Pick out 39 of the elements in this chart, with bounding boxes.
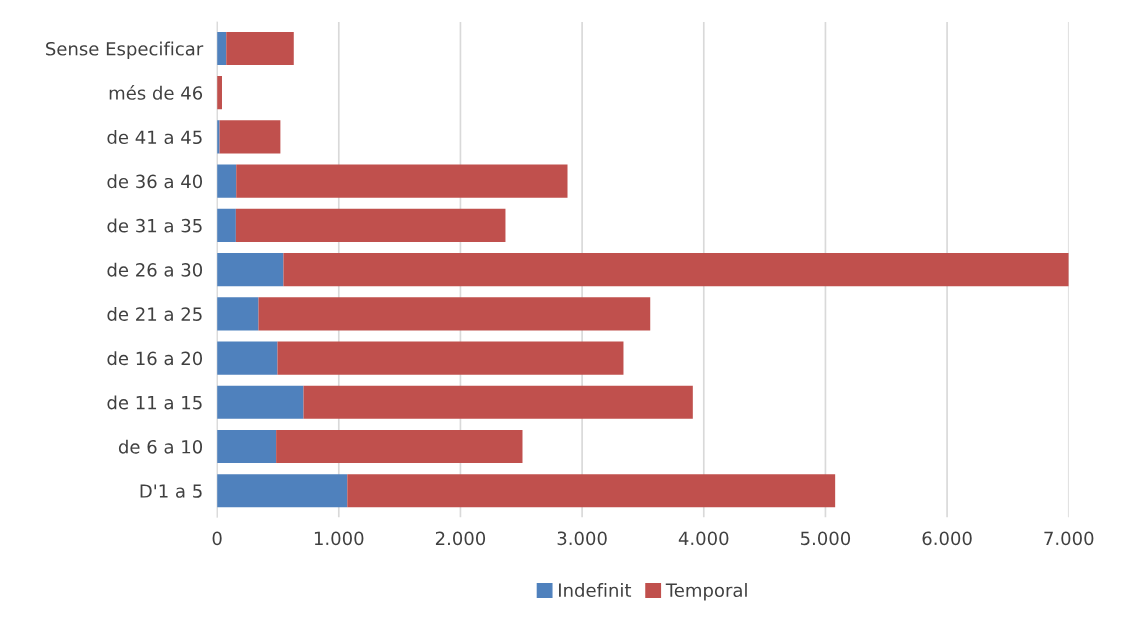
- x-tick-label: 6.000: [922, 531, 972, 546]
- legend-label: Indefinit: [559, 583, 632, 598]
- legend-label: Temporal: [665, 583, 747, 601]
- bar: [258, 297, 651, 331]
- y-tick-label: D'1 a 5: [140, 484, 202, 498]
- bar: [217, 297, 259, 331]
- bar: [276, 429, 523, 464]
- bar: [217, 341, 278, 375]
- bar: [217, 385, 304, 419]
- y-tick-label: més de 46: [109, 85, 203, 100]
- y-tick-label: de 41 a 45: [107, 130, 202, 145]
- bar: [217, 208, 236, 242]
- bar: [277, 341, 624, 375]
- x-tick-label: 0: [212, 531, 222, 546]
- y-tick-label: de 31 a 35: [107, 218, 202, 233]
- y-tick-label: de 26 a 30: [107, 262, 203, 277]
- x-tick-label: 3.000: [557, 531, 607, 546]
- bar: [217, 474, 348, 508]
- y-tick-label: de 6 a 10: [118, 439, 203, 454]
- x-tick-label: 4.000: [678, 531, 729, 546]
- x-tick-label: 5.000: [800, 531, 851, 546]
- x-tick-label: 2.000: [435, 531, 486, 546]
- bar: [217, 253, 284, 287]
- x-tick-label: 1.000: [314, 531, 364, 546]
- bar: [347, 474, 836, 508]
- y-tick-label: de 11 a 15: [107, 395, 202, 410]
- bar: [219, 120, 281, 154]
- bar: [303, 385, 693, 419]
- bar: [217, 429, 277, 464]
- y-tick-label: de 36 a 40: [107, 174, 203, 189]
- bar: [217, 164, 237, 198]
- bar: [235, 208, 506, 242]
- bar: [236, 164, 568, 198]
- y-tick-label: de 16 a 20: [107, 351, 203, 366]
- y-tick-label: de 21 a 25: [107, 306, 202, 321]
- y-tick-label: Sense Especificar: [46, 41, 204, 60]
- x-tick-label: 7.000: [1044, 531, 1094, 546]
- bar: [283, 253, 1069, 287]
- bar: [226, 31, 294, 66]
